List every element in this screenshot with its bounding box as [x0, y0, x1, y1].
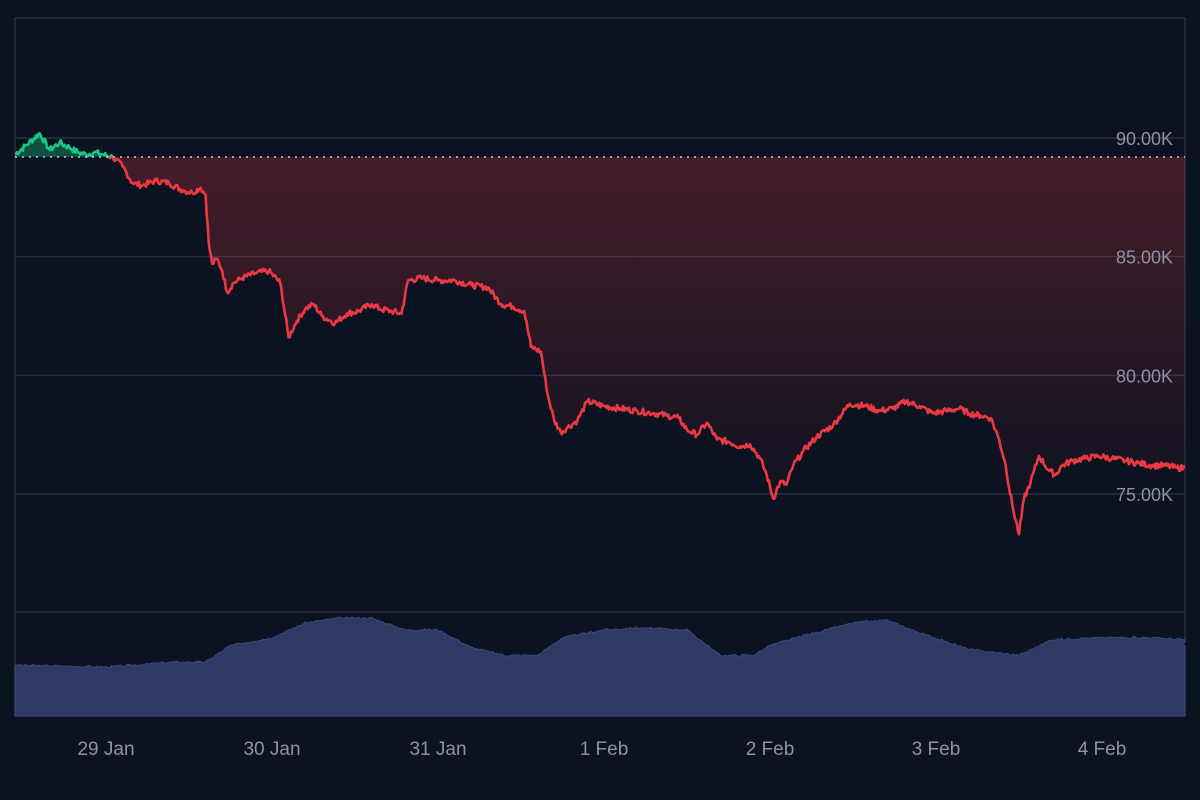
y-tick-label: 85.00K	[1116, 248, 1173, 268]
y-tick-label: 75.00K	[1116, 485, 1173, 505]
area-above-baseline	[15, 133, 113, 157]
x-tick-label: 29 Jan	[77, 739, 134, 760]
x-tick-label: 31 Jan	[409, 739, 466, 760]
volume-area	[14, 616, 1186, 717]
volume-axis-label: 129	[17, 636, 50, 658]
x-tick-label: 4 Feb	[1078, 739, 1127, 760]
y-tick-label: 90.00K	[1116, 129, 1173, 149]
x-tick-label: 1 Feb	[580, 739, 629, 760]
y-axis-labels: 90.00K 85.00K 80.00K 75.00K	[1116, 129, 1173, 505]
price-area	[15, 133, 1185, 535]
price-line-below	[86, 156, 1185, 536]
volume-fill	[14, 616, 1186, 717]
volume-side-label: A	[1184, 628, 1198, 650]
price-line[interactable]	[15, 132, 1185, 536]
x-tick-label: 2 Feb	[746, 739, 795, 760]
y-tick-label: 80.00K	[1116, 366, 1173, 386]
x-tick-label: 3 Feb	[912, 739, 961, 760]
x-axis-labels: 29 Jan 30 Jan 31 Jan 1 Feb 2 Feb 3 Feb 4 Feb	[77, 739, 1126, 760]
x-tick-label: 30 Jan	[243, 739, 300, 760]
area-below-baseline	[15, 156, 1185, 535]
